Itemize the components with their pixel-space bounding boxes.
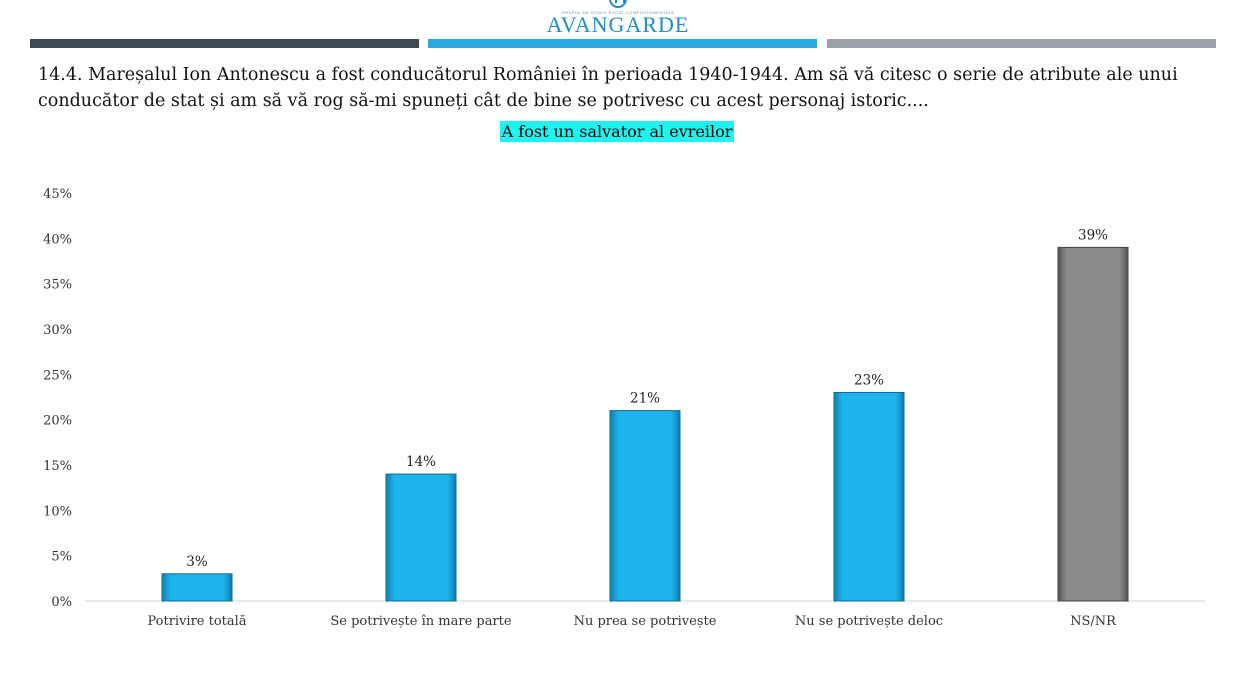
data-label: 3%	[186, 554, 208, 570]
bar-1	[161, 573, 233, 602]
x-category-label: Nu se potrivește deloc	[795, 614, 943, 629]
data-label: 23%	[854, 372, 884, 388]
data-label: 14%	[406, 454, 436, 470]
chart-title-text: A fost un salvator al evreilor	[499, 121, 735, 142]
header-strip-dark	[30, 39, 419, 48]
chart-title: A fost un salvator al evreilor	[0, 121, 1234, 142]
x-axis: Potrivire totală Se potrivește în mare pa…	[147, 614, 1117, 629]
x-category-label: Potrivire totală	[147, 614, 246, 629]
y-tick-label: 40%	[43, 232, 72, 247]
y-tick-label: 20%	[43, 414, 72, 429]
logo-name: AVANGARDE	[546, 12, 690, 37]
bar-5	[1057, 246, 1129, 602]
bar-2	[385, 473, 457, 602]
data-label: 21%	[630, 391, 660, 407]
question-text: 14.4. Mareșalul Ion Antonescu a fost con…	[38, 65, 1178, 111]
y-tick-label: 10%	[43, 504, 72, 519]
y-tick-label: 35%	[43, 278, 72, 293]
y-tick-label: 30%	[43, 323, 72, 338]
y-tick-label: 45%	[43, 187, 72, 202]
y-axis: 0% 5% 10% 15% 20% 25% 30% 35% 40% 45%	[43, 187, 72, 610]
header-strip-blue	[428, 39, 817, 48]
logo-tagline: GRUPUL DE STUDII SOCIO-COMPORTAMENTALE	[561, 10, 675, 15]
y-tick-label: 5%	[51, 550, 72, 565]
data-label: 39%	[1078, 227, 1108, 243]
bars-group: 3% 14% 21% 23% 39%	[161, 227, 1129, 602]
logo: GRUPUL DE STUDII SOCIO-COMPORTAMENTALE A…	[538, 0, 698, 38]
header-strip-gray	[827, 39, 1216, 48]
x-category-label: Nu prea se potrivește	[574, 614, 717, 629]
bar-4	[833, 391, 905, 602]
x-category-label: NS/NR	[1070, 614, 1117, 629]
y-tick-label: 0%	[51, 595, 72, 610]
y-tick-label: 15%	[43, 459, 72, 474]
y-tick-label: 25%	[43, 368, 72, 383]
x-category-label: Se potrivește în mare parte	[330, 614, 512, 629]
bar-3	[609, 410, 681, 602]
